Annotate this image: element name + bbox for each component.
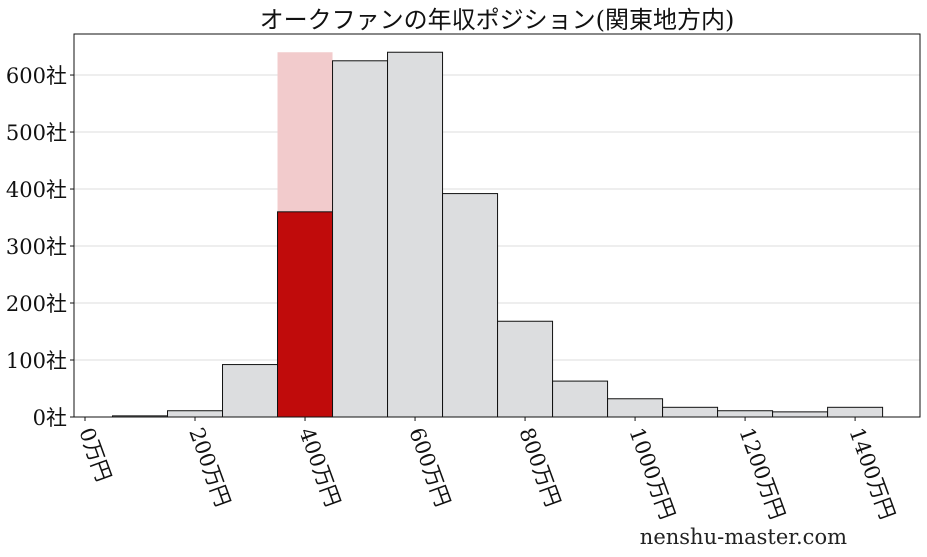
x-tick-label: 1200万円 [734,425,789,523]
highlight-bar [277,211,334,418]
histogram-bar [717,410,774,418]
y-tick-label: 400社 [6,178,67,202]
chart-title: オークファンの年収ポジション(関東地方内) [260,6,735,34]
y-tick-label: 500社 [6,121,67,145]
x-tick-label: 600万円 [404,425,455,510]
histogram-bar [772,411,829,418]
y-tick-label: 200社 [6,292,67,316]
histogram-bar [552,380,609,418]
watermark: nenshu-master.com [639,525,847,549]
x-tick-label: 1000万円 [624,425,679,523]
histogram-bar [167,410,224,418]
y-tick-label: 0社 [33,406,67,430]
histogram-bar [827,406,884,418]
x-tick-label: 0万円 [74,425,115,485]
y-tick-label: 300社 [6,235,67,259]
y-tick-label: 600社 [6,64,67,88]
histogram-bar [607,398,664,418]
x-tick-label: 200万円 [184,425,235,510]
x-tick-label: 1400万円 [844,425,899,523]
y-tick-label: 100社 [6,349,67,373]
histogram-bar [387,51,444,418]
histogram-bar [662,406,719,418]
plot-frame [73,33,921,418]
histogram-bar [332,60,389,418]
histogram-bar [497,320,554,418]
x-tick-label: 400万円 [294,425,345,510]
histogram-bar [222,364,279,418]
histogram-bar [442,193,499,418]
x-tick-label: 800万円 [514,425,565,510]
